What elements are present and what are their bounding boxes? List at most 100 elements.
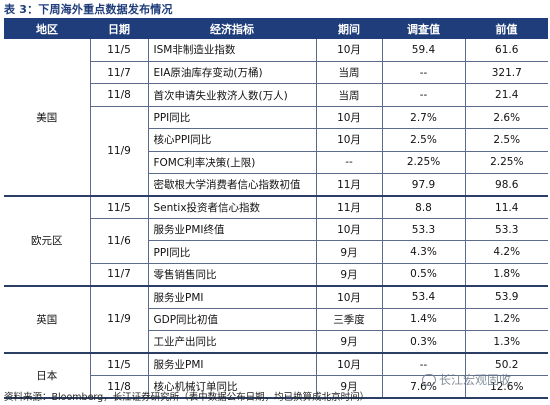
period-cell: 9月	[316, 330, 383, 355]
header-survey: 调查值	[407, 22, 440, 36]
indicator-cell: 零售销售同比	[148, 263, 317, 287]
table-row: PPI同比 9月 4.3% 4.2%	[4, 240, 548, 264]
chat-bubble-icon	[422, 373, 436, 386]
prior-cell: 53.3	[465, 218, 548, 242]
indicator-cell: EIA原油库存变动(万桶)	[148, 61, 317, 85]
period-cell: 9月	[316, 263, 383, 287]
header-prior: 前值	[495, 22, 518, 36]
indicator-cell: FOMC利率决策(上限)	[148, 151, 317, 175]
date-cell: 11/8	[90, 375, 149, 400]
prior-cell: 4.2%	[465, 240, 548, 264]
period-cell: 三季度	[316, 308, 383, 332]
table-row: 核心PPI同比 10月 2.5% 2.5%	[4, 128, 548, 152]
region-cell-uk: 英国	[4, 285, 91, 355]
period-cell: 当周	[316, 83, 383, 107]
table-row: FOMC利率决策(上限) -- 2.25% 2.25%	[4, 151, 548, 175]
indicator-cell: 密歇根大学消费者信心指数初值	[148, 173, 317, 198]
period-cell: 10月	[316, 39, 383, 62]
indicator-cell: 核心PPI同比	[148, 128, 317, 152]
watermark: 长江宏观固收	[422, 371, 511, 388]
table-row: 密歇根大学消费者信心指数初值 11月 97.9 98.6	[4, 173, 548, 198]
prior-cell: 1.3%	[465, 330, 548, 355]
survey-cell: 2.5%	[382, 128, 466, 152]
prior-cell: 321.7	[465, 61, 548, 85]
region-cell-jp: 日本	[4, 353, 91, 399]
prior-cell: 2.25%	[465, 151, 548, 175]
table-row: 工业产出同比 9月 0.3% 1.3%	[4, 330, 548, 355]
prior-cell: 12.6%	[465, 375, 548, 400]
region-cell-eu: 欧元区	[4, 196, 91, 287]
indicator-cell: 工业产出同比	[148, 330, 317, 355]
indicator-cell: PPI同比	[148, 240, 317, 264]
table-row: GDP同比初值 三季度 1.4% 1.2%	[4, 308, 548, 332]
table-row: 英国 11/9 服务业PMI 10月 53.4 53.9	[4, 285, 548, 355]
date-cell: 11/9	[90, 106, 149, 198]
header-period: 期间	[338, 22, 360, 36]
period-cell: 10月	[316, 218, 383, 242]
survey-cell: 0.5%	[382, 263, 466, 287]
period-cell: 9月	[316, 375, 383, 400]
survey-cell: 8.8	[382, 196, 466, 220]
date-cell: 11/8	[90, 83, 149, 107]
table-row: 11/7 EIA原油库存变动(万桶) 当周 -- 321.7	[4, 61, 548, 85]
table-row: 美国 11/5 ISM非制造业指数 10月 59.4 61.6	[4, 39, 548, 198]
header-date: 日期	[108, 22, 130, 36]
data-release-table: 地区 日期 经济指标 期间 调查值 前值 美国 11/5 ISM非制造业指数 1…	[4, 18, 548, 400]
survey-cell: 59.4	[382, 39, 466, 62]
survey-cell: --	[382, 61, 466, 85]
header-region: 地区	[36, 22, 58, 36]
period-cell: 当周	[316, 61, 383, 85]
indicator-cell: 核心机械订单同比	[148, 375, 317, 400]
watermark-text: 长江宏观固收	[439, 373, 512, 387]
prior-cell: 1.2%	[465, 308, 548, 332]
table-header-row: 地区 日期 经济指标 期间 调查值 前值	[4, 18, 548, 39]
period-cell: --	[316, 151, 383, 175]
prior-cell: 61.6	[465, 39, 548, 62]
survey-cell: 97.9	[382, 173, 466, 198]
survey-cell: 1.4%	[382, 308, 466, 332]
table-row: 11/6 服务业PMI终值 10月 53.3 53.3	[4, 218, 548, 264]
table-row: 11/7 零售销售同比 9月 0.5% 1.8%	[4, 263, 548, 287]
period-cell: 10月	[316, 128, 383, 152]
prior-cell: 50.2	[465, 353, 548, 377]
indicator-cell: Sentix投资者信心指数	[148, 196, 317, 220]
survey-cell: 2.7%	[382, 106, 466, 130]
header-indicator: 经济指标	[210, 22, 254, 36]
survey-cell: 4.3%	[382, 240, 466, 264]
table-row: 11/9 PPI同比 10月 2.7% 2.6%	[4, 106, 548, 198]
indicator-cell: 服务业PMI终值	[148, 218, 317, 242]
prior-cell: 2.6%	[465, 106, 548, 130]
prior-cell: 1.8%	[465, 263, 548, 287]
date-cell: 11/5	[90, 353, 149, 377]
table-row: 11/8 核心机械订单同比 9月 7.6% 12.6%	[4, 375, 548, 400]
survey-cell: 53.3	[382, 218, 466, 242]
indicator-cell: 服务业PMI	[148, 353, 317, 377]
indicator-cell: 首次申请失业救济人数(万人)	[148, 83, 317, 107]
prior-cell: 2.5%	[465, 128, 548, 152]
period-cell: 10月	[316, 106, 383, 130]
table-row: 欧元区 11/5 Sentix投资者信心指数 11月 8.8 11.4	[4, 196, 548, 287]
period-cell: 11月	[316, 173, 383, 198]
date-cell: 11/5	[90, 39, 149, 62]
date-cell: 11/6	[90, 218, 149, 264]
period-cell: 9月	[316, 240, 383, 264]
indicator-cell: PPI同比	[148, 106, 317, 130]
prior-cell: 11.4	[465, 196, 548, 220]
survey-cell: 53.4	[382, 285, 466, 309]
prior-cell: 21.4	[465, 83, 548, 107]
indicator-cell: ISM非制造业指数	[148, 39, 317, 62]
date-cell: 11/9	[90, 285, 149, 355]
data-table-wrapper: 地区 日期 经济指标 期间 调查值 前值 美国 11/5 ISM非制造业指数 1…	[4, 18, 548, 400]
table-row: 日本 11/5 服务业PMI 10月 -- 50.2	[4, 353, 548, 399]
survey-cell: 2.25%	[382, 151, 466, 175]
period-cell: 10月	[316, 285, 383, 309]
survey-cell: --	[382, 83, 466, 107]
table-caption: 表 3：下周海外重点数据发布情况	[4, 3, 173, 16]
period-cell: 10月	[316, 353, 383, 377]
date-cell: 11/5	[90, 196, 149, 220]
date-cell: 11/7	[90, 61, 149, 85]
date-cell: 11/7	[90, 263, 149, 287]
source-note: 资料来源：Bloomberg，长江证券研究所（表中数据公布日期，均已换算成北京时…	[4, 392, 370, 403]
indicator-cell: GDP同比初值	[148, 308, 317, 332]
table-row: 11/8 首次申请失业救济人数(万人) 当周 -- 21.4	[4, 83, 548, 107]
